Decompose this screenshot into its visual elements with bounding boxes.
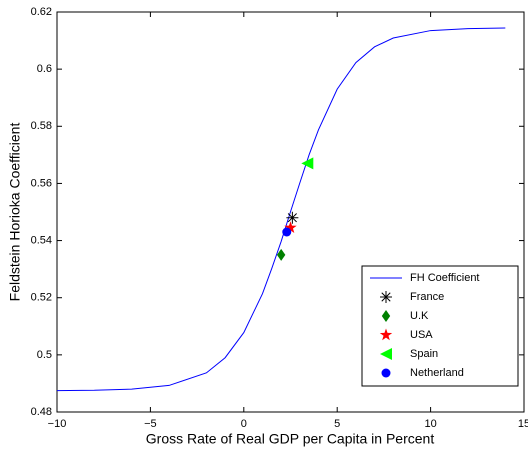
legend: FH Coefficient France U.K USA Spain Netherlan… [361, 265, 519, 387]
y-tick-label: 0.54 [31, 234, 52, 246]
legend-label: Spain [410, 348, 438, 360]
legend-label: USA [410, 329, 433, 341]
legend-label: Netherland [410, 367, 464, 379]
y-tick-label: 0.58 [31, 120, 52, 132]
y-tick-label: 0.48 [31, 406, 52, 418]
legend-swatch [381, 310, 391, 322]
y-tick-label: 0.56 [31, 177, 52, 189]
y-axis-label: Feldstein Horioka Coefficient [7, 123, 23, 302]
y-tick-label: 0.6 [37, 63, 52, 75]
legend-box [361, 265, 519, 387]
y-tick-label: 0.5 [37, 349, 52, 361]
marker [284, 221, 297, 233]
x-tick-label: −10 [48, 418, 67, 430]
legend-label: France [410, 291, 444, 303]
x-tick-label: 0 [241, 418, 247, 430]
legend-swatch [380, 291, 392, 303]
marker [282, 227, 292, 237]
x-axis-label: Gross Rate of Real GDP per Capita in Per… [146, 431, 435, 447]
x-tick-label: 15 [518, 418, 528, 430]
line [56, 27, 506, 392]
legend-label: U.K [410, 310, 429, 322]
legend-label: FH Coefficient [410, 272, 480, 284]
marker [276, 248, 286, 261]
marker [286, 211, 299, 224]
x-tick-label: −5 [144, 418, 157, 430]
x-tick-label: 5 [334, 418, 340, 430]
y-tick-label: 0.62 [31, 6, 52, 18]
marker [301, 157, 314, 170]
x-tick-label: 10 [424, 418, 436, 430]
legend-swatch [380, 348, 392, 360]
y-tick-label: 0.52 [31, 292, 52, 304]
legend-swatch [379, 328, 393, 341]
legend-swatch [381, 368, 391, 378]
